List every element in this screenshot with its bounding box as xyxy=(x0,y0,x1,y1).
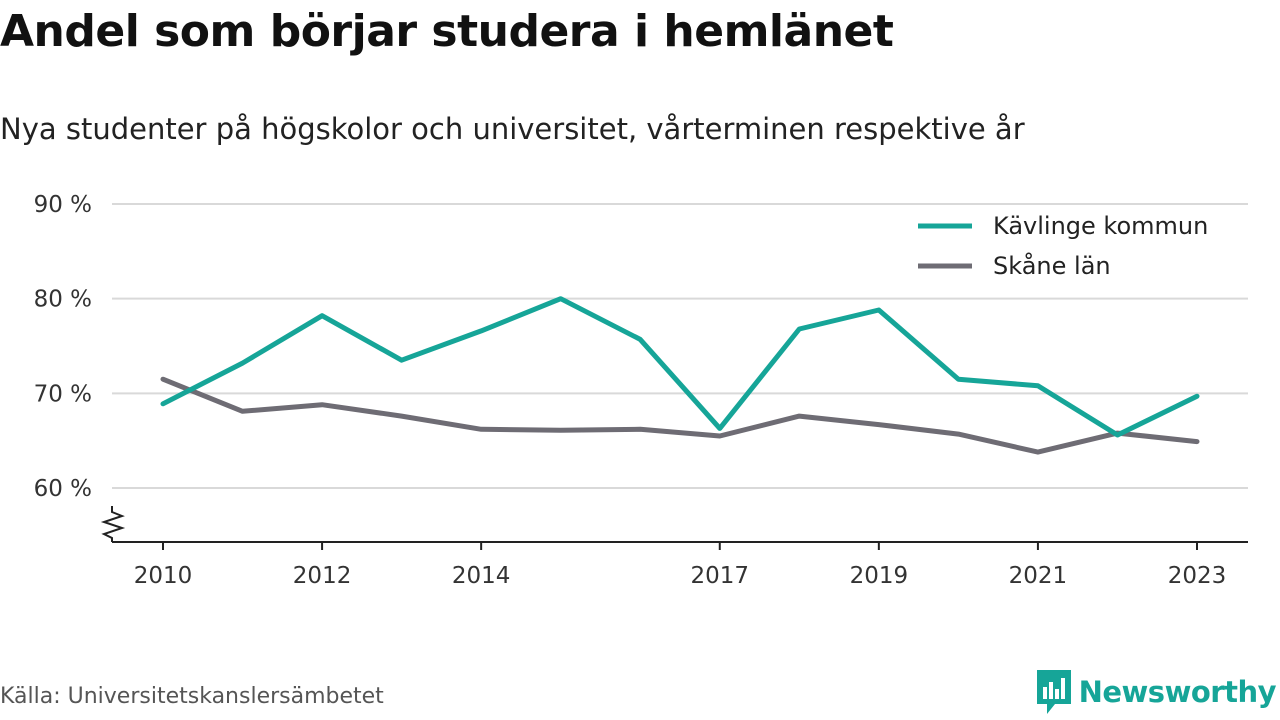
newsworthy-logo-icon xyxy=(1036,670,1071,714)
grid-lines xyxy=(112,203,1248,490)
legend-label: Skåne län xyxy=(993,251,1111,280)
chart-subtitle: Nya studenter på högskolor och universit… xyxy=(0,112,1025,146)
x-tick-label: 2012 xyxy=(293,563,352,589)
x-tick-label: 2019 xyxy=(850,563,909,589)
series-line-1 xyxy=(160,376,1200,455)
axes: 60 % 70 % 80 % 90 % 2010 2012 2014 2017 2019 2021… xyxy=(34,192,1248,589)
legend-label: Kävlinge kommun xyxy=(993,212,1208,240)
axis-break-icon xyxy=(100,506,126,542)
series-line-0 xyxy=(160,296,1200,438)
brand-logo: Newsworthy xyxy=(1036,670,1277,714)
legend-background xyxy=(907,205,1229,293)
x-tick-label: 2023 xyxy=(1168,563,1227,589)
y-tick-label: 80 % xyxy=(34,287,92,313)
x-tick-label: 2010 xyxy=(134,563,193,589)
legend: Kävlinge kommun Skåne län xyxy=(907,205,1229,293)
brand-name: Newsworthy xyxy=(1078,675,1277,709)
y-tick-label: 90 % xyxy=(34,192,92,218)
x-tick-label: 2014 xyxy=(452,563,511,589)
source-note: Källa: Universitetskanslersämbetet xyxy=(0,684,384,709)
chart-title: Andel som börjar studera i hemlänet xyxy=(0,6,894,57)
x-tick-label: 2021 xyxy=(1009,563,1068,589)
x-tick-label: 2017 xyxy=(690,563,749,589)
y-tick-label: 70 % xyxy=(34,381,92,407)
y-tick-label: 60 % xyxy=(34,476,92,502)
series-lines xyxy=(160,296,1200,455)
